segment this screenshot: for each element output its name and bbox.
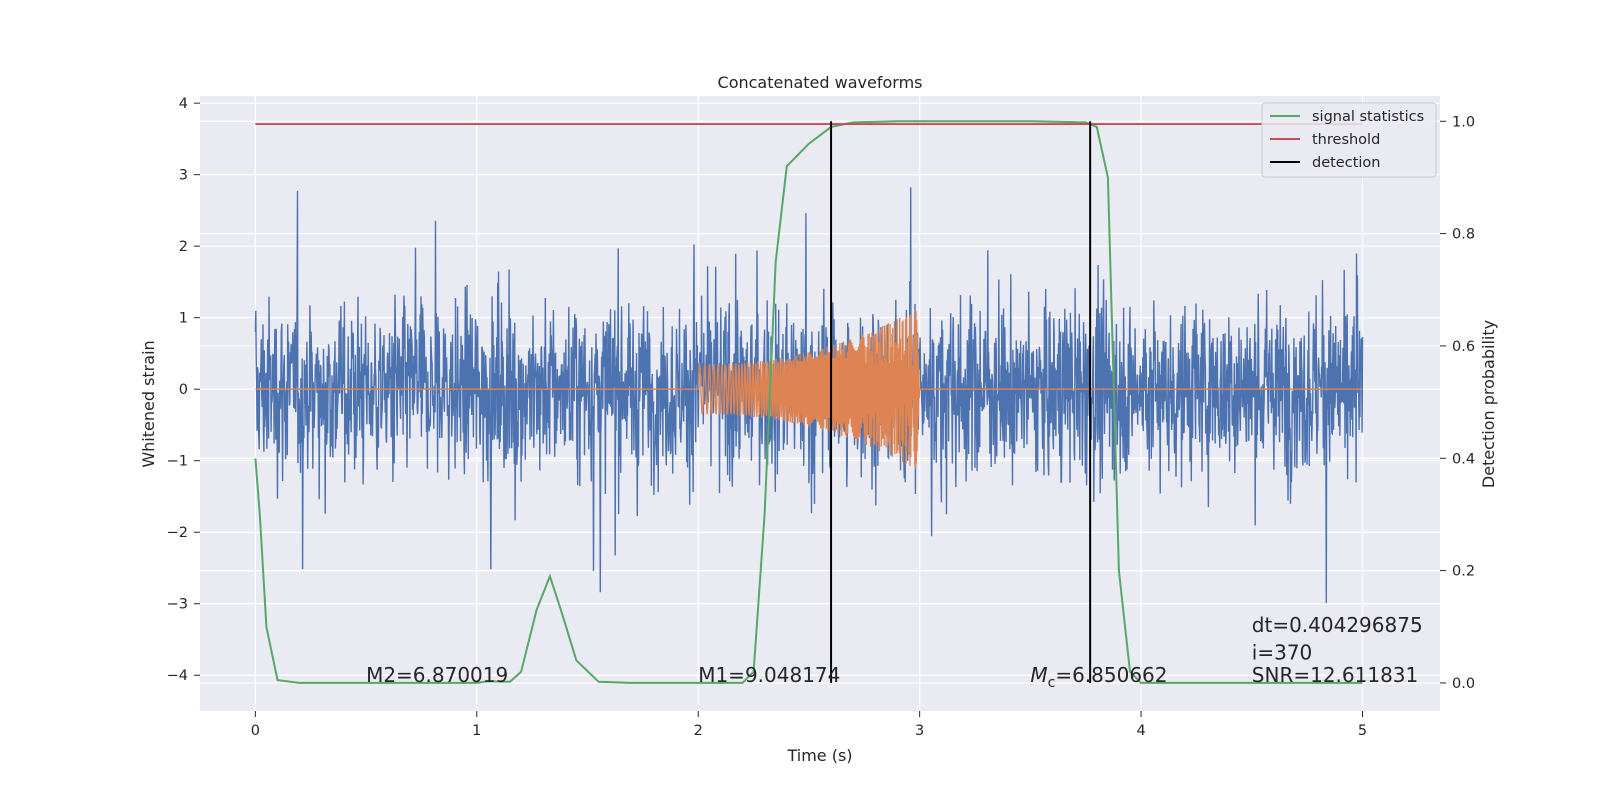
annotation-text: dt=0.404296875 — [1252, 613, 1423, 637]
chart-title: Concatenated waveforms — [718, 73, 923, 92]
x-tick-label: 1 — [472, 723, 481, 739]
annotations: M2=6.870019 M1=9.048174 Mc=6.850662 dt=0.40… — [366, 613, 1423, 691]
x-tick-label: 2 — [694, 723, 703, 739]
x-axis-label: Time (s) — [786, 746, 852, 765]
annotation-text: M1=9.048174 — [698, 663, 840, 687]
annotation-text: i=370 — [1252, 640, 1313, 664]
y-tick-label: −4 — [167, 668, 188, 684]
y2-tick-label: 1.0 — [1452, 114, 1475, 130]
y-tick-label: 1 — [179, 311, 188, 327]
legend-signal-statistics-label: signal statistics — [1312, 109, 1424, 125]
y2-tick-label: 0.8 — [1452, 227, 1475, 243]
annotation-text: Mc=6.850662 — [1030, 663, 1167, 691]
waveform-template-series — [255, 309, 1363, 470]
y-tick-label: 4 — [179, 96, 188, 112]
y-tick-label: 3 — [179, 168, 188, 184]
x-tick-label: 0 — [251, 723, 260, 739]
whitened-strain-line — [254, 187, 1364, 604]
x-tick-label: 3 — [915, 723, 924, 739]
legend-box — [1261, 102, 1437, 178]
annotation-text: M2=6.870019 — [366, 663, 508, 687]
y-tick-label: −1 — [167, 454, 188, 470]
whitened-strain-series — [254, 187, 1364, 604]
axis-ticks: 0 1 2 3 4 5 −4 −3 −2 −1 0 1 2 3 4 0.0 0.2 0.4 0.6 0.8 1.0 — [167, 96, 1475, 739]
y-tick-label: −3 — [167, 597, 188, 613]
legend: signal statistics threshold detection — [1261, 102, 1437, 178]
y2-tick-label: 0.2 — [1452, 564, 1475, 580]
waveform-template-line — [255, 309, 1363, 470]
legend-threshold-label: threshold — [1312, 132, 1380, 148]
legend-detection-label: detection — [1312, 155, 1380, 171]
y-tick-label: −2 — [167, 525, 188, 541]
y-axis-label: Whitened strain — [139, 340, 158, 467]
y-tick-label: 0 — [179, 382, 188, 398]
y2-tick-label: 0.0 — [1452, 676, 1475, 692]
x-tick-label: 5 — [1358, 723, 1367, 739]
signal-statistics-series — [254, 120, 1363, 684]
annotation-text: SNR=12.611831 — [1252, 663, 1418, 687]
y2-tick-label: 0.6 — [1452, 339, 1475, 355]
y-tick-label: 2 — [179, 239, 188, 255]
signal-statistics-line — [254, 120, 1363, 684]
y2-tick-label: 0.4 — [1452, 451, 1475, 467]
x-tick-label: 4 — [1136, 723, 1145, 739]
y2-axis-label: Detection probability — [1479, 320, 1498, 488]
